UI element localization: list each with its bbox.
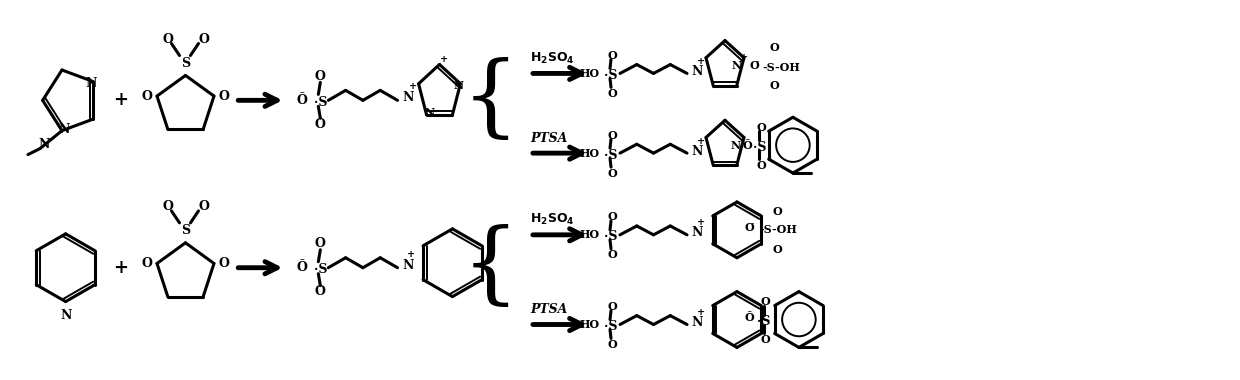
Text: +: +: [409, 82, 418, 91]
Text: O̅: O̅: [750, 60, 760, 71]
Text: ·S: ·S: [604, 320, 618, 333]
Text: ·S: ·S: [604, 149, 618, 162]
Text: O: O: [769, 42, 779, 53]
Text: +: +: [740, 53, 748, 62]
Text: N: N: [691, 145, 702, 158]
Text: +: +: [697, 218, 706, 227]
Text: O: O: [315, 118, 326, 131]
Text: O: O: [198, 200, 208, 214]
Text: +: +: [113, 91, 128, 109]
Text: O: O: [162, 200, 172, 214]
Text: O: O: [773, 244, 781, 255]
Text: ·S: ·S: [753, 141, 766, 154]
Text: O: O: [769, 80, 779, 91]
Text: +: +: [697, 137, 706, 146]
Text: HO: HO: [580, 319, 600, 330]
Text: O: O: [608, 88, 616, 99]
Text: HO: HO: [580, 68, 600, 79]
Text: O: O: [608, 249, 616, 260]
Text: ·S: ·S: [604, 69, 618, 82]
Text: {: {: [461, 57, 518, 144]
Text: HO: HO: [580, 230, 600, 240]
Text: O: O: [773, 206, 781, 217]
Text: +: +: [697, 57, 706, 66]
Text: Ō: Ō: [296, 94, 308, 107]
Text: O: O: [756, 122, 766, 133]
Text: O: O: [608, 130, 616, 141]
Text: -S-OH: -S-OH: [761, 62, 800, 73]
Text: +: +: [697, 308, 706, 317]
Text: +: +: [440, 55, 449, 64]
Text: N: N: [58, 123, 69, 136]
Text: N: N: [454, 80, 464, 91]
Text: O̅: O̅: [745, 222, 755, 233]
Text: HO: HO: [580, 148, 600, 158]
Text: O: O: [756, 160, 766, 171]
Text: O: O: [608, 168, 616, 179]
Text: O: O: [760, 296, 770, 307]
Text: N: N: [691, 316, 702, 329]
Text: N: N: [60, 309, 72, 322]
Text: O: O: [760, 334, 770, 345]
Text: Ō: Ō: [745, 312, 755, 323]
Text: Ō: Ō: [296, 261, 308, 274]
Text: ·S: ·S: [604, 230, 618, 243]
Text: N: N: [86, 77, 97, 90]
Text: O: O: [315, 237, 326, 250]
Text: O: O: [198, 33, 208, 46]
Text: ·S: ·S: [756, 315, 770, 328]
Text: O: O: [141, 90, 153, 103]
Text: O: O: [141, 257, 153, 270]
Text: S: S: [181, 224, 190, 238]
Text: N: N: [424, 108, 435, 119]
Text: ·S: ·S: [315, 96, 327, 109]
Text: N: N: [691, 65, 702, 78]
Text: O: O: [218, 257, 229, 270]
Text: PTSA: PTSA: [531, 132, 568, 145]
Text: S: S: [181, 57, 190, 70]
Text: O: O: [608, 339, 616, 350]
Text: O: O: [608, 301, 616, 312]
Text: O: O: [218, 90, 229, 103]
Text: PTSA: PTSA: [531, 303, 568, 316]
Text: O: O: [315, 70, 326, 83]
Text: +: +: [113, 259, 128, 277]
Text: $\mathbf{H_2SO_4}$: $\mathbf{H_2SO_4}$: [531, 212, 574, 228]
Text: O: O: [315, 285, 326, 298]
Text: {: {: [461, 224, 518, 311]
Text: N: N: [732, 60, 742, 71]
Text: +: +: [408, 250, 415, 259]
Text: N: N: [403, 91, 414, 104]
Text: N: N: [403, 259, 414, 272]
Text: O: O: [162, 33, 172, 46]
Text: -S-OH: -S-OH: [759, 224, 796, 235]
Text: $\mathbf{H_2SO_4}$: $\mathbf{H_2SO_4}$: [531, 51, 574, 66]
Text: ·S: ·S: [315, 263, 327, 276]
Text: O: O: [608, 50, 616, 61]
Text: N: N: [38, 138, 50, 151]
Text: O: O: [608, 211, 616, 222]
Text: N: N: [691, 226, 702, 239]
Text: N: N: [730, 140, 742, 150]
Text: Ō: Ō: [743, 140, 753, 150]
